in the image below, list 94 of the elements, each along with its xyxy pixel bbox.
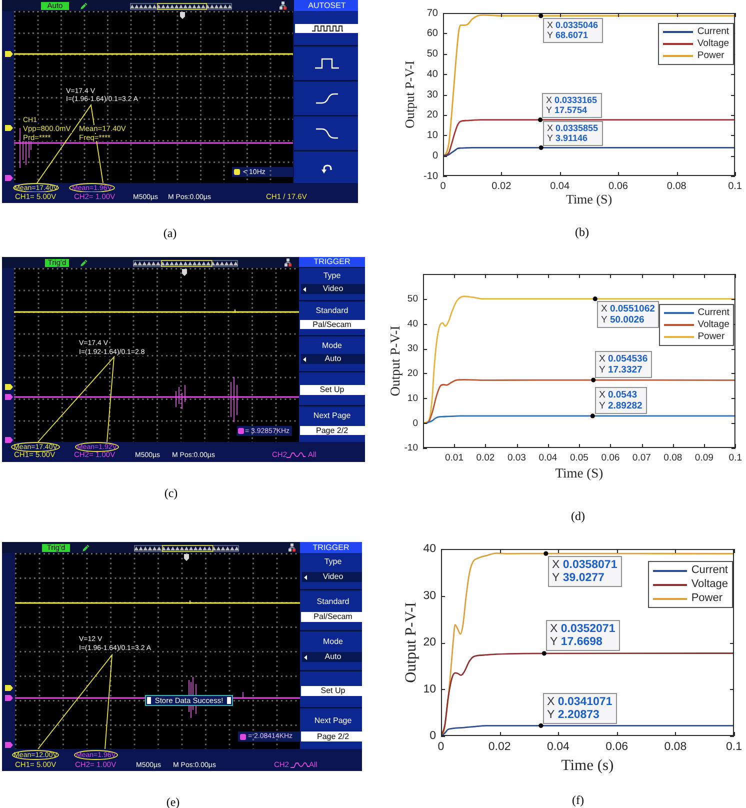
text: Pal/Secam	[314, 612, 352, 621]
text: Next Page	[313, 411, 351, 420]
x-axis-title: Time (S)	[555, 465, 604, 480]
y-tick-label: 0	[432, 150, 438, 162]
x-tick-label: 0.02	[488, 741, 511, 754]
y-axis-title: Output P-V-I	[402, 60, 418, 128]
annotation: X 0.0341071 Y 2.20873	[547, 696, 613, 722]
text: Mode	[322, 341, 342, 350]
text: (a)	[163, 226, 177, 240]
text: Set Up	[320, 686, 346, 695]
annotation: X 0.0551062 Y 50.0026	[601, 304, 655, 326]
y-tick-label: 40	[407, 318, 418, 330]
text: Auto	[324, 652, 342, 661]
x-tick-label: 0.03	[507, 452, 526, 464]
y-tick-label: 40	[426, 68, 438, 80]
text: Page 2/2	[316, 426, 348, 434]
x-tick-label: 0.05	[570, 452, 588, 464]
text: AUTOSET	[308, 0, 346, 10]
y-tick-label: 30	[407, 343, 418, 354]
x-tick-label: 0.08	[666, 180, 687, 192]
y-tick-label: 30	[426, 89, 438, 100]
x-tick-label: 0.1	[728, 180, 742, 192]
x-tick-label: 0.04	[547, 741, 570, 754]
y-tick-label: 10	[407, 392, 418, 404]
y-tick-label: 0	[412, 418, 418, 429]
y-tick-label: 20	[407, 368, 418, 380]
text: (c)	[164, 486, 178, 500]
y-tick-label: -10	[424, 170, 438, 182]
legend-label: Voltage	[697, 38, 730, 50]
annotation: X 0.0543 Y 2.89282	[599, 390, 642, 412]
y-tick-label: 50	[426, 48, 438, 60]
y-tick-label: 70	[426, 8, 438, 19]
line-series	[443, 14, 736, 156]
legend-label: Power	[691, 592, 722, 606]
legend-label: Power	[698, 331, 725, 343]
text: (d)	[571, 509, 585, 523]
x-tick-label: 0.06	[608, 180, 628, 192]
line-series	[423, 296, 736, 424]
y-tick-label: 20	[426, 110, 438, 121]
text: (b)	[575, 225, 589, 239]
y-tick-label: 60	[426, 28, 438, 40]
x-axis-title: Time (s)	[561, 756, 614, 774]
y-axis-title: Output P-V-I	[388, 325, 403, 396]
text: (f)	[572, 793, 584, 807]
annotation: X 0.0335046 Y 68.6071	[547, 20, 598, 40]
x-tick-label: 0	[440, 180, 446, 192]
annotation: X 0.0335855 Y 3.91146	[547, 122, 598, 143]
legend-label: Power	[697, 50, 724, 62]
annotation: X 0.0352071 Y 17.6698	[550, 623, 616, 648]
text: Standard	[316, 306, 348, 315]
text: Video	[322, 572, 344, 581]
text: Pal/Secam	[312, 320, 352, 328]
text: Auto	[324, 354, 342, 363]
legend-label: Current	[697, 26, 730, 38]
x-tick-label: 0.1	[726, 741, 742, 754]
x-tick-label: 0.02	[476, 452, 495, 464]
x-axis-title: Time (S)	[566, 192, 612, 207]
x-tick-label: 0.07	[632, 452, 651, 464]
text: Type	[324, 557, 342, 566]
legend-label: Voltage	[691, 578, 728, 592]
x-tick-label: 0.09	[694, 452, 714, 464]
x-tick-label: 0.06	[601, 452, 620, 464]
x-tick-label: 0.04	[538, 452, 558, 464]
text: Page 2/2	[316, 732, 350, 740]
y-tick-label: 10	[426, 130, 438, 141]
text: Set Up	[320, 385, 344, 394]
text: Next Page	[314, 716, 352, 725]
text: Type	[323, 271, 341, 280]
y-tick-label: 20	[423, 636, 436, 649]
annotation: X 0.0358071 Y 39.0277	[552, 559, 618, 584]
x-tick-label: 0.08	[664, 452, 682, 464]
y-tick-label: 0	[430, 730, 436, 742]
text: Mode	[322, 636, 344, 646]
x-tick-label: 0.01	[444, 452, 464, 464]
text: Video	[322, 284, 344, 293]
x-tick-label: 0.04	[550, 180, 570, 192]
x-tick-label: 0.02	[492, 180, 512, 192]
y-tick-label: -10	[404, 442, 418, 454]
annotation: X 0.054536 Y 17.3327	[599, 354, 648, 376]
y-tick-label: 30	[423, 590, 436, 602]
y-tick-label: 10	[423, 683, 436, 696]
annotation: X 0.0333165 Y 17.5754	[546, 94, 598, 115]
y-axis-title: Output P-V-I	[402, 602, 420, 683]
text: TRIGGER	[314, 257, 350, 266]
legend-label: Voltage	[698, 319, 730, 332]
text: Standard	[316, 596, 350, 606]
x-tick-label: 0.08	[664, 741, 687, 754]
x-tick-label: 0.1	[728, 452, 742, 464]
legend-label: Current	[698, 307, 730, 320]
x-tick-label: 0.06	[606, 741, 628, 754]
legend-label: Current	[691, 564, 728, 578]
y-tick-label: 40	[423, 543, 436, 556]
y-tick-label: 50	[407, 293, 418, 304]
text: TRIGGER	[312, 542, 350, 552]
